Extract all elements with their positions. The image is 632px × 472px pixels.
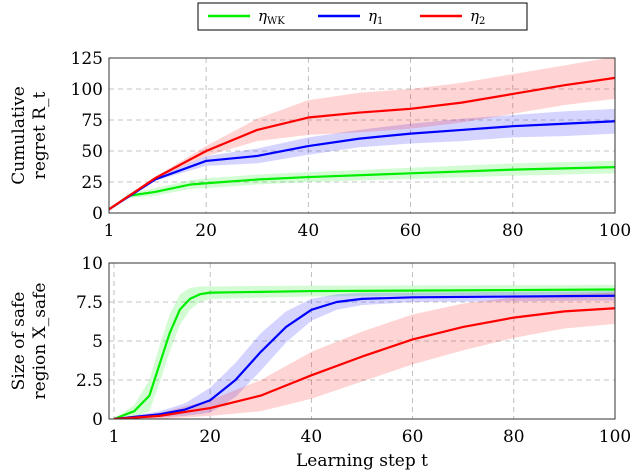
series-line [113,288,615,419]
x-tick-label: 40 [301,427,323,447]
x-axis-label: Learning step t [296,451,428,471]
x-tick-label: 1 [104,221,115,241]
y-tick-label: 0 [92,410,103,430]
x-tick-label: 100 [599,221,631,241]
x-tick-label: 80 [502,221,524,241]
y-tick-label: 0 [92,204,103,224]
confidence-band [109,58,615,210]
legend: ηWK η1 η2 [197,2,528,31]
x-tick-label: 40 [298,221,320,241]
y-tick-label: 7.5 [76,293,103,313]
y-axis-label: Cumulativeregret R_t [9,86,50,185]
regret-plot: 1 20 40 60 80 100 0 25 50 75 100 125 Cumulativeregre… [9,49,631,241]
x-tick-label: 20 [195,221,217,241]
axes-frame [108,262,616,420]
y-axis-label: Size of saferegion X_safe [9,283,50,400]
y-tick-label: 2.5 [76,371,103,391]
confidence-band [109,160,615,210]
axes-frame [108,57,616,214]
x-tick-label: 60 [400,221,422,241]
y-tick-label: 10 [81,254,103,274]
x-tick-label: 1 [109,427,120,447]
x-tick-label: 20 [199,427,221,447]
series-line [109,120,615,211]
safe-region-plot: 1 20 40 60 80 100 0 2.5 5 7.5 10 Size of saferegion… [9,254,631,471]
y-tick-label: 5 [92,332,103,352]
y-tick-label: 50 [81,142,103,162]
confidence-band [109,108,615,210]
series-line [109,76,615,211]
y-tick-label: 125 [71,49,103,69]
y-tick-label: 25 [81,173,103,193]
series-line [109,166,615,211]
x-tick-label: 60 [402,427,424,447]
x-tick-label: 80 [503,427,525,447]
y-tick-label: 75 [81,111,103,131]
confidence-band [114,291,615,419]
x-tick-label: 100 [599,427,631,447]
y-tick-label: 100 [71,80,103,100]
series-line [113,294,615,419]
series-line [113,307,615,419]
